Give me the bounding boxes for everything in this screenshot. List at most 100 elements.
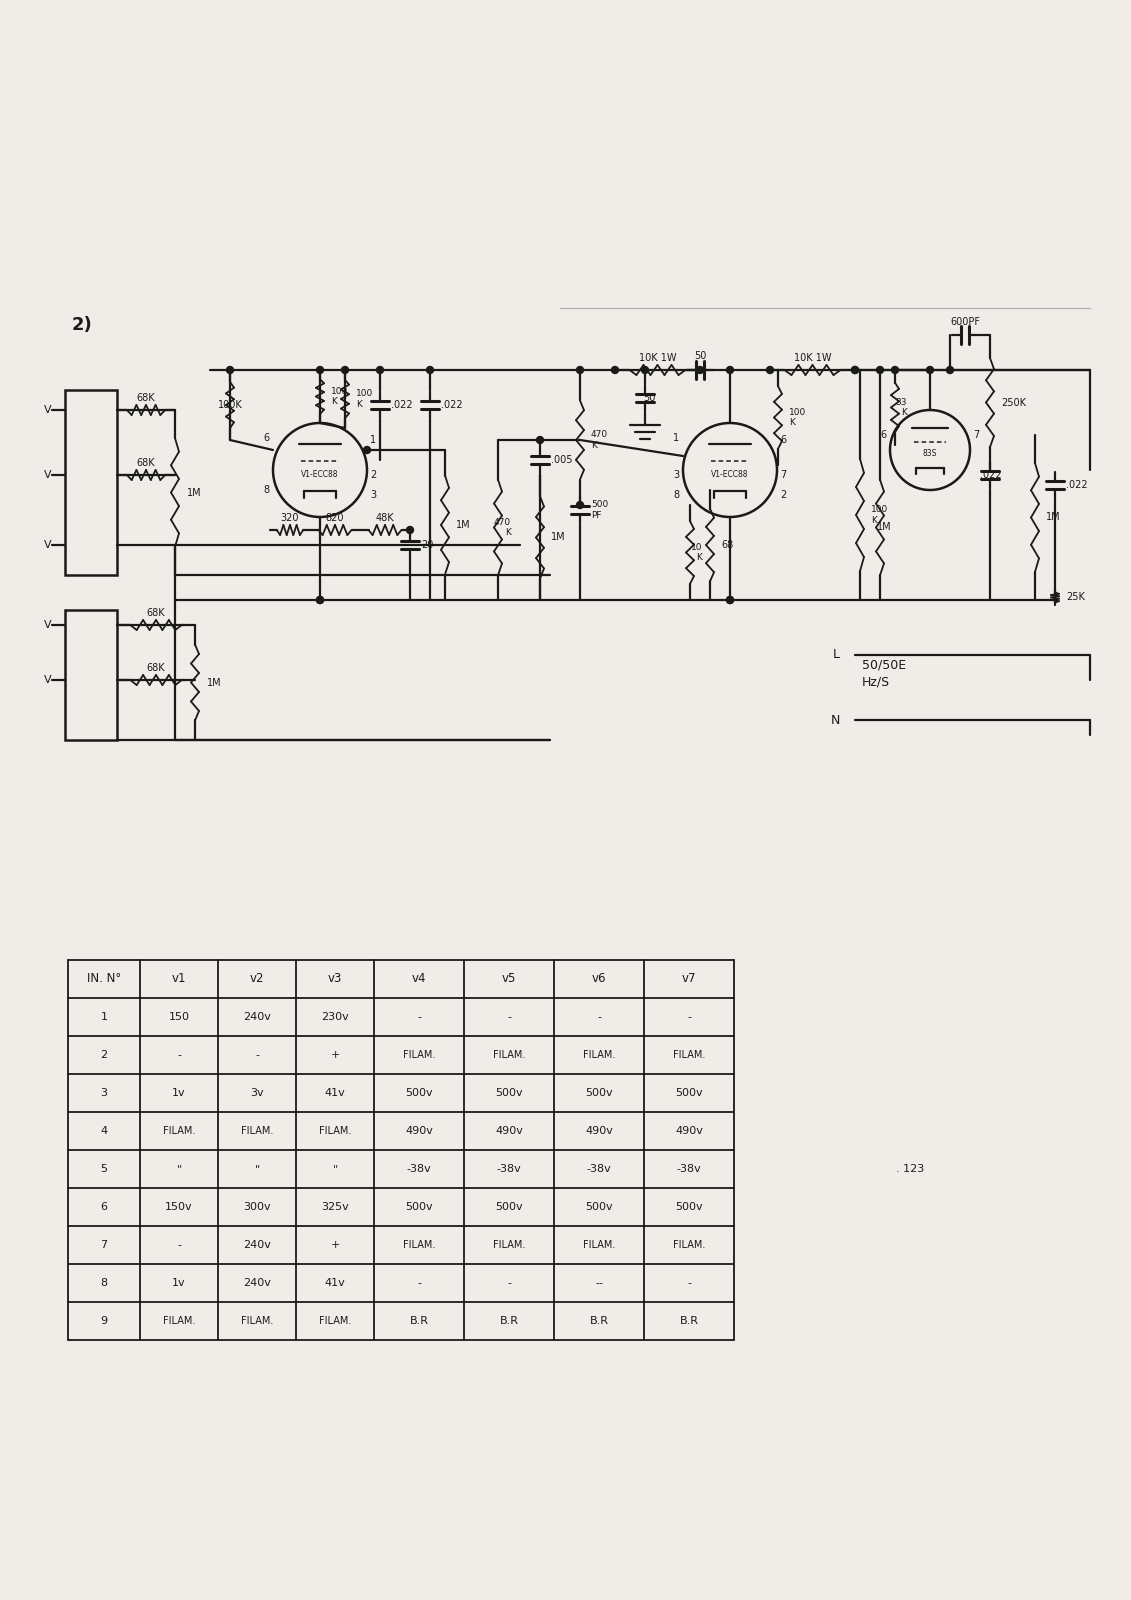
Text: 240v: 240v (243, 1240, 271, 1250)
Text: 8: 8 (673, 490, 679, 499)
Text: FILAM.: FILAM. (163, 1126, 196, 1136)
Circle shape (947, 366, 953, 373)
Text: FILAM.: FILAM. (319, 1126, 352, 1136)
Text: V: V (44, 675, 52, 685)
Text: 500v: 500v (585, 1088, 613, 1098)
Text: 3v: 3v (250, 1088, 264, 1098)
Text: 3: 3 (370, 490, 377, 499)
Circle shape (641, 366, 648, 373)
Text: 250K: 250K (1001, 397, 1026, 408)
Text: 4: 4 (101, 1126, 107, 1136)
Circle shape (726, 597, 734, 603)
Circle shape (406, 526, 414, 533)
Circle shape (536, 437, 544, 443)
Text: -38v: -38v (676, 1165, 701, 1174)
Circle shape (577, 366, 584, 373)
Text: .022: .022 (1067, 480, 1088, 490)
Text: B.R: B.R (680, 1315, 699, 1326)
Text: 2: 2 (370, 470, 377, 480)
Text: 1: 1 (101, 1013, 107, 1022)
Text: FILAM.: FILAM. (163, 1315, 196, 1326)
Text: FILAM.: FILAM. (319, 1315, 352, 1326)
Text: FILAM.: FILAM. (582, 1050, 615, 1059)
Text: 5: 5 (101, 1165, 107, 1174)
Text: 500v: 500v (585, 1202, 613, 1213)
Text: 500v: 500v (405, 1202, 433, 1213)
Text: v5: v5 (502, 973, 516, 986)
Text: 240v: 240v (243, 1013, 271, 1022)
Text: FILAM.: FILAM. (493, 1240, 525, 1250)
Text: 500v: 500v (495, 1088, 523, 1098)
Text: ": " (176, 1165, 182, 1174)
Text: v1: v1 (172, 973, 187, 986)
Text: 10K 1W: 10K 1W (639, 354, 676, 363)
Text: -: - (687, 1013, 691, 1022)
Circle shape (767, 366, 774, 373)
Text: 20: 20 (421, 541, 433, 550)
Text: 100
K: 100 K (871, 506, 888, 525)
Circle shape (726, 366, 734, 373)
Text: FILAM.: FILAM. (241, 1126, 274, 1136)
Text: 68: 68 (720, 541, 733, 550)
Text: 150: 150 (169, 1013, 190, 1022)
Text: 68K: 68K (147, 662, 165, 674)
Text: 600PF: 600PF (950, 317, 979, 326)
Text: 500v: 500v (675, 1202, 702, 1213)
Text: . 123: . 123 (896, 1165, 924, 1174)
Text: 470
K: 470 K (494, 518, 511, 538)
Text: 2: 2 (780, 490, 786, 499)
Text: 490v: 490v (585, 1126, 613, 1136)
Text: V: V (44, 619, 52, 630)
Text: 1M: 1M (878, 523, 892, 533)
Text: v2: v2 (250, 973, 265, 986)
Circle shape (926, 366, 933, 373)
Text: .022: .022 (441, 400, 463, 410)
Text: 68K: 68K (147, 608, 165, 618)
Text: .005: .005 (551, 454, 572, 466)
Text: 500
PF: 500 PF (592, 501, 608, 520)
Circle shape (317, 597, 323, 603)
Text: 820: 820 (326, 514, 344, 523)
Circle shape (852, 366, 858, 373)
Bar (64, 390, 116, 574)
Text: 10K 1W: 10K 1W (794, 354, 831, 363)
Text: V1-ECC88: V1-ECC88 (301, 470, 339, 480)
Text: ": " (254, 1165, 260, 1174)
Text: V: V (44, 541, 52, 550)
Circle shape (852, 366, 858, 373)
Text: 10
K: 10 K (691, 542, 702, 562)
Text: v4: v4 (412, 973, 426, 986)
Circle shape (577, 501, 584, 509)
Text: -: - (176, 1240, 181, 1250)
Text: -38v: -38v (497, 1165, 521, 1174)
Text: 2: 2 (101, 1050, 107, 1059)
Text: V1-ECC88: V1-ECC88 (711, 470, 749, 480)
Text: FILAM.: FILAM. (673, 1240, 706, 1250)
Text: 490v: 490v (405, 1126, 433, 1136)
Text: 1M: 1M (187, 488, 201, 498)
Circle shape (363, 446, 371, 453)
Text: FILAM.: FILAM. (403, 1050, 435, 1059)
Text: 1: 1 (673, 434, 679, 443)
Text: B.R: B.R (500, 1315, 518, 1326)
Text: IN. N°: IN. N° (87, 973, 121, 986)
Text: 8: 8 (262, 485, 269, 494)
Text: -: - (417, 1278, 421, 1288)
Text: N: N (830, 714, 840, 726)
Text: 150v: 150v (165, 1202, 192, 1213)
Text: v7: v7 (682, 973, 697, 986)
Text: FILAM.: FILAM. (241, 1315, 274, 1326)
Text: 1M: 1M (1046, 512, 1061, 523)
Text: v6: v6 (592, 973, 606, 986)
Text: L: L (834, 648, 840, 661)
Text: 230v: 230v (321, 1013, 348, 1022)
Circle shape (377, 366, 383, 373)
Circle shape (317, 366, 323, 373)
Text: 6: 6 (262, 434, 269, 443)
Text: -: - (687, 1278, 691, 1288)
Text: -: - (507, 1013, 511, 1022)
Text: 8: 8 (101, 1278, 107, 1288)
Text: FILAM.: FILAM. (403, 1240, 435, 1250)
Text: B.R: B.R (589, 1315, 608, 1326)
Text: .022: .022 (981, 470, 1002, 480)
